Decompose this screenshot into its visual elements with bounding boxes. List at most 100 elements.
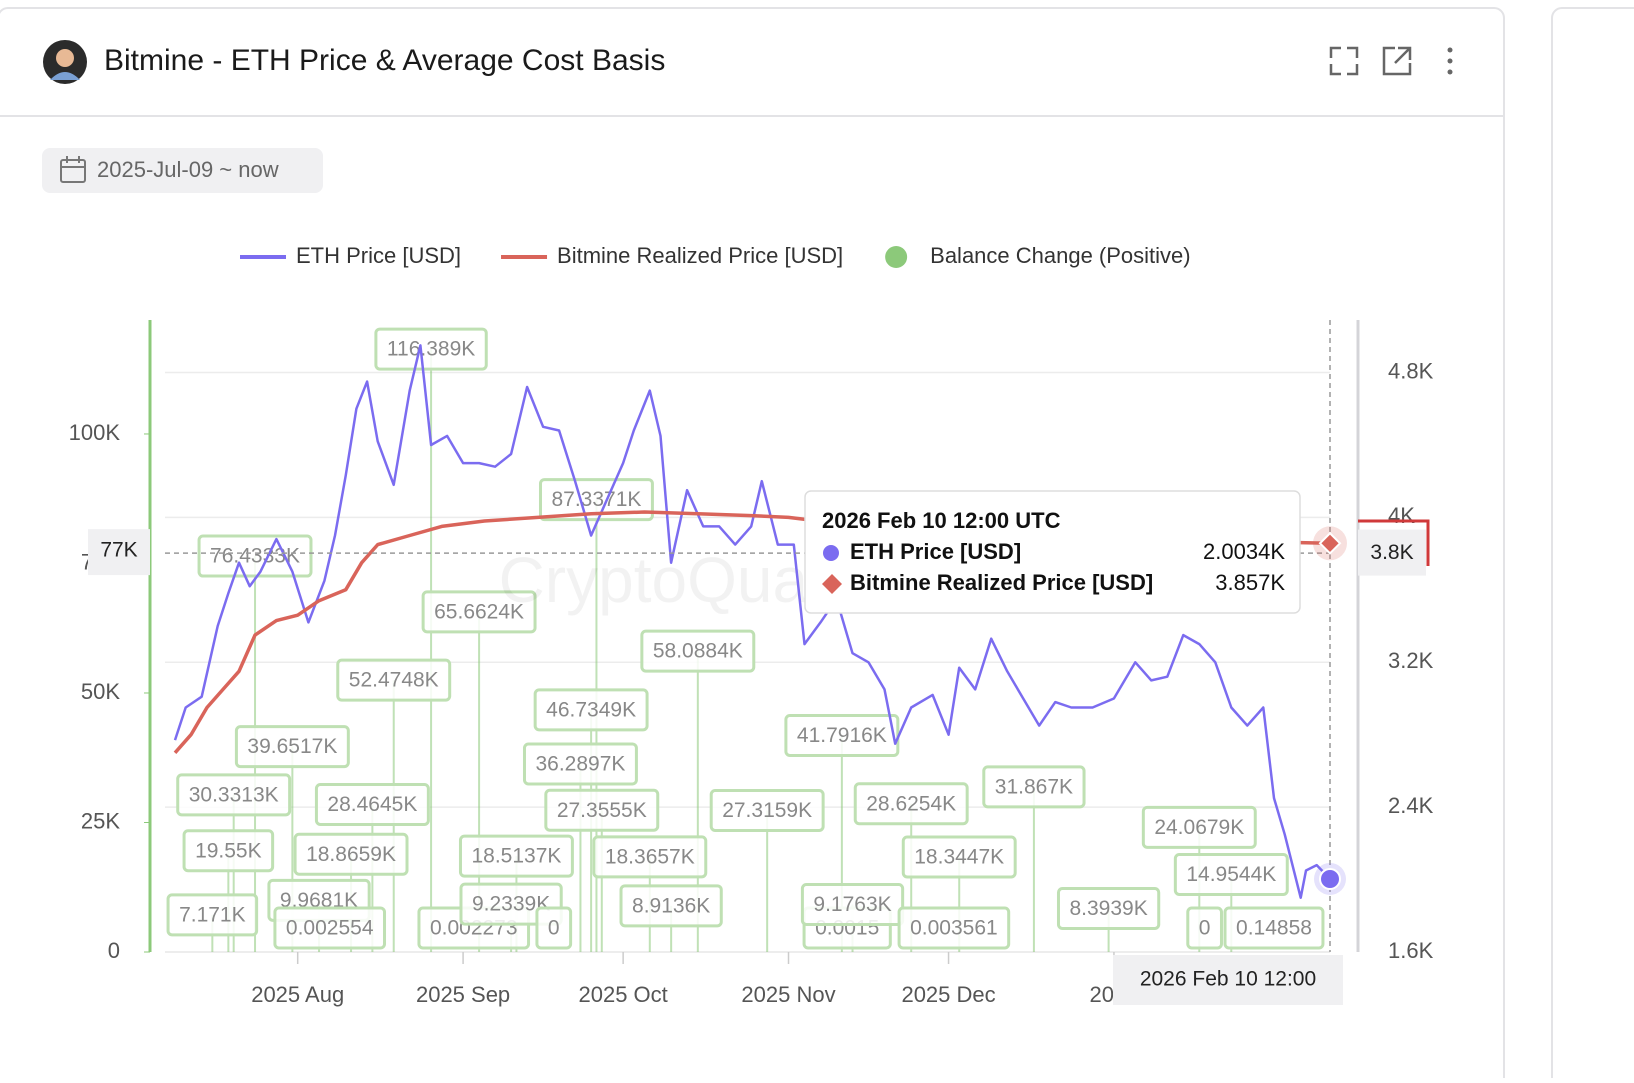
data-label-text: 7.171K xyxy=(179,903,246,926)
data-label-text: 0 xyxy=(548,917,560,940)
y2-tick-label: 2.4K xyxy=(1388,793,1434,818)
data-label: 0.003561 xyxy=(899,908,1009,948)
data-label-text: 46.7349K xyxy=(546,698,636,721)
data-label-text: 0.003561 xyxy=(910,917,998,940)
data-label-text: 31.867K xyxy=(995,775,1073,798)
data-label-text: 39.6517K xyxy=(247,735,337,758)
date-range-picker[interactable]: 2025-Jul-09 ~ now xyxy=(42,148,323,193)
y-tick-label: 50K xyxy=(81,679,120,704)
data-label-text: 87.3371K xyxy=(551,488,641,511)
data-label: 41.7916K xyxy=(786,716,898,756)
x-tick-label: 2025 Aug xyxy=(251,982,344,1007)
data-label: 9.1763K xyxy=(802,884,902,924)
tooltip-name: ETH Price [USD] xyxy=(850,539,1021,564)
data-label-text: 58.0884K xyxy=(653,640,743,663)
data-label: 0.002554 xyxy=(275,908,385,948)
x-tick-label: 2025 Sep xyxy=(416,982,510,1007)
tooltip-value: 2.0034K xyxy=(1203,539,1285,564)
data-label-text: 28.6254K xyxy=(866,792,956,815)
tooltip: 2026 Feb 10 12:00 UTC ETH Price [USD] 2.00… xyxy=(805,491,1300,613)
legend-label[interactable]: ETH Price [USD] xyxy=(296,243,461,268)
x-tick-label: 2025 Nov xyxy=(741,982,835,1007)
legend-swatch xyxy=(885,246,907,268)
data-label: 0 xyxy=(1188,908,1222,948)
data-label: 18.8659K xyxy=(295,834,407,874)
data-label: 7.171K xyxy=(168,895,257,935)
data-label: 46.7349K xyxy=(535,690,647,730)
data-label-text: 18.3657K xyxy=(605,845,695,868)
data-label: 28.6254K xyxy=(855,784,967,824)
data-label: 18.5137K xyxy=(460,836,572,876)
data-label: 27.3159K xyxy=(711,790,823,830)
data-label-text: 30.3313K xyxy=(189,783,279,806)
date-range: 2025-Jul-09 ~ now xyxy=(97,157,279,182)
data-label: 58.0884K xyxy=(642,631,754,671)
tooltip-name: Bitmine Realized Price [USD] xyxy=(850,570,1153,595)
data-label: 8.3939K xyxy=(1058,889,1158,929)
tooltip-title: 2026 Feb 10 12:00 UTC xyxy=(822,508,1061,533)
data-label-text: 0 xyxy=(1199,917,1211,940)
data-label: 24.0679K xyxy=(1143,807,1255,847)
data-label-text: 19.55K xyxy=(195,839,262,862)
data-label: 0 xyxy=(537,908,571,948)
y-tick-label: 100K xyxy=(69,420,121,445)
data-label: 116.389K xyxy=(376,329,486,369)
data-label-text: 18.5137K xyxy=(471,845,561,868)
data-label: 0.14858 xyxy=(1225,908,1323,948)
side-card xyxy=(1552,8,1634,1078)
data-label-text: 0.002554 xyxy=(286,917,374,940)
y2-tick-label: 3.2K xyxy=(1388,648,1434,673)
data-label-text: 36.2897K xyxy=(535,753,625,776)
y2-tick-label: 4K xyxy=(1388,503,1415,528)
y2-tick-label: 4.8K xyxy=(1388,358,1434,383)
y-tick-label: 25K xyxy=(81,808,120,833)
data-label: 18.3447K xyxy=(903,837,1015,877)
tooltip-marker xyxy=(823,545,839,561)
data-label-text: 76.4333K xyxy=(210,545,300,568)
data-label-text: 18.3447K xyxy=(914,846,1004,869)
legend-label[interactable]: Bitmine Realized Price [USD] xyxy=(557,243,843,268)
title: Bitmine - ETH Price & Average Cost Basis xyxy=(104,44,665,77)
data-label-text: 28.4645K xyxy=(327,793,417,816)
data-label: 27.3555K xyxy=(546,790,658,830)
data-label-text: 27.3159K xyxy=(722,799,812,822)
legend: ETH Price [USD] Bitmine Realized Price [U… xyxy=(240,243,1191,268)
data-label-text: 8.9136K xyxy=(632,894,710,917)
data-label: 31.867K xyxy=(984,767,1084,807)
data-label-text: 14.9544K xyxy=(1186,863,1276,886)
data-label: 30.3313K xyxy=(178,775,290,815)
data-label: 19.55K xyxy=(184,831,273,871)
y2-tick-label: 1.6K xyxy=(1388,938,1434,963)
x-tick-label: 2025 Oct xyxy=(578,982,667,1007)
crosshair-y-label: 77K xyxy=(100,539,137,562)
crosshair-y2-label: 3.8K xyxy=(1370,541,1413,564)
data-label-text: 52.4748K xyxy=(349,669,439,692)
crosshair-x-label: 2026 Feb 10 12:00 xyxy=(1140,968,1316,991)
legend-label[interactable]: Balance Change (Positive) xyxy=(930,243,1190,268)
data-label-text: 24.0679K xyxy=(1154,816,1244,839)
bar xyxy=(1033,787,1035,952)
data-label-text: 27.3555K xyxy=(557,799,647,822)
hover-point xyxy=(1320,869,1340,889)
data-label: 52.4748K xyxy=(338,660,450,700)
data-label: 28.4645K xyxy=(316,785,428,825)
data-label-text: 0.14858 xyxy=(1236,917,1312,940)
data-label: 18.3657K xyxy=(594,837,706,877)
data-label: 14.9544K xyxy=(1175,855,1287,895)
x-tick-label: 2025 Dec xyxy=(901,982,995,1007)
data-label-text: 8.3939K xyxy=(1069,897,1147,920)
data-label: 8.9136K xyxy=(621,886,721,926)
menu-button[interactable] xyxy=(1448,48,1453,75)
y-tick-label: 0 xyxy=(108,938,120,963)
data-label: 36.2897K xyxy=(524,744,636,784)
data-label-text: 116.389K xyxy=(387,338,475,361)
tooltip-value: 3.857K xyxy=(1215,570,1285,595)
data-label-text: 18.8659K xyxy=(306,843,396,866)
data-label-text: 9.1763K xyxy=(813,893,891,916)
data-label: 76.4333K xyxy=(199,536,311,576)
data-label-text: 41.7916K xyxy=(797,724,887,747)
avatar xyxy=(43,40,87,84)
data-label: 39.6517K xyxy=(236,727,348,767)
